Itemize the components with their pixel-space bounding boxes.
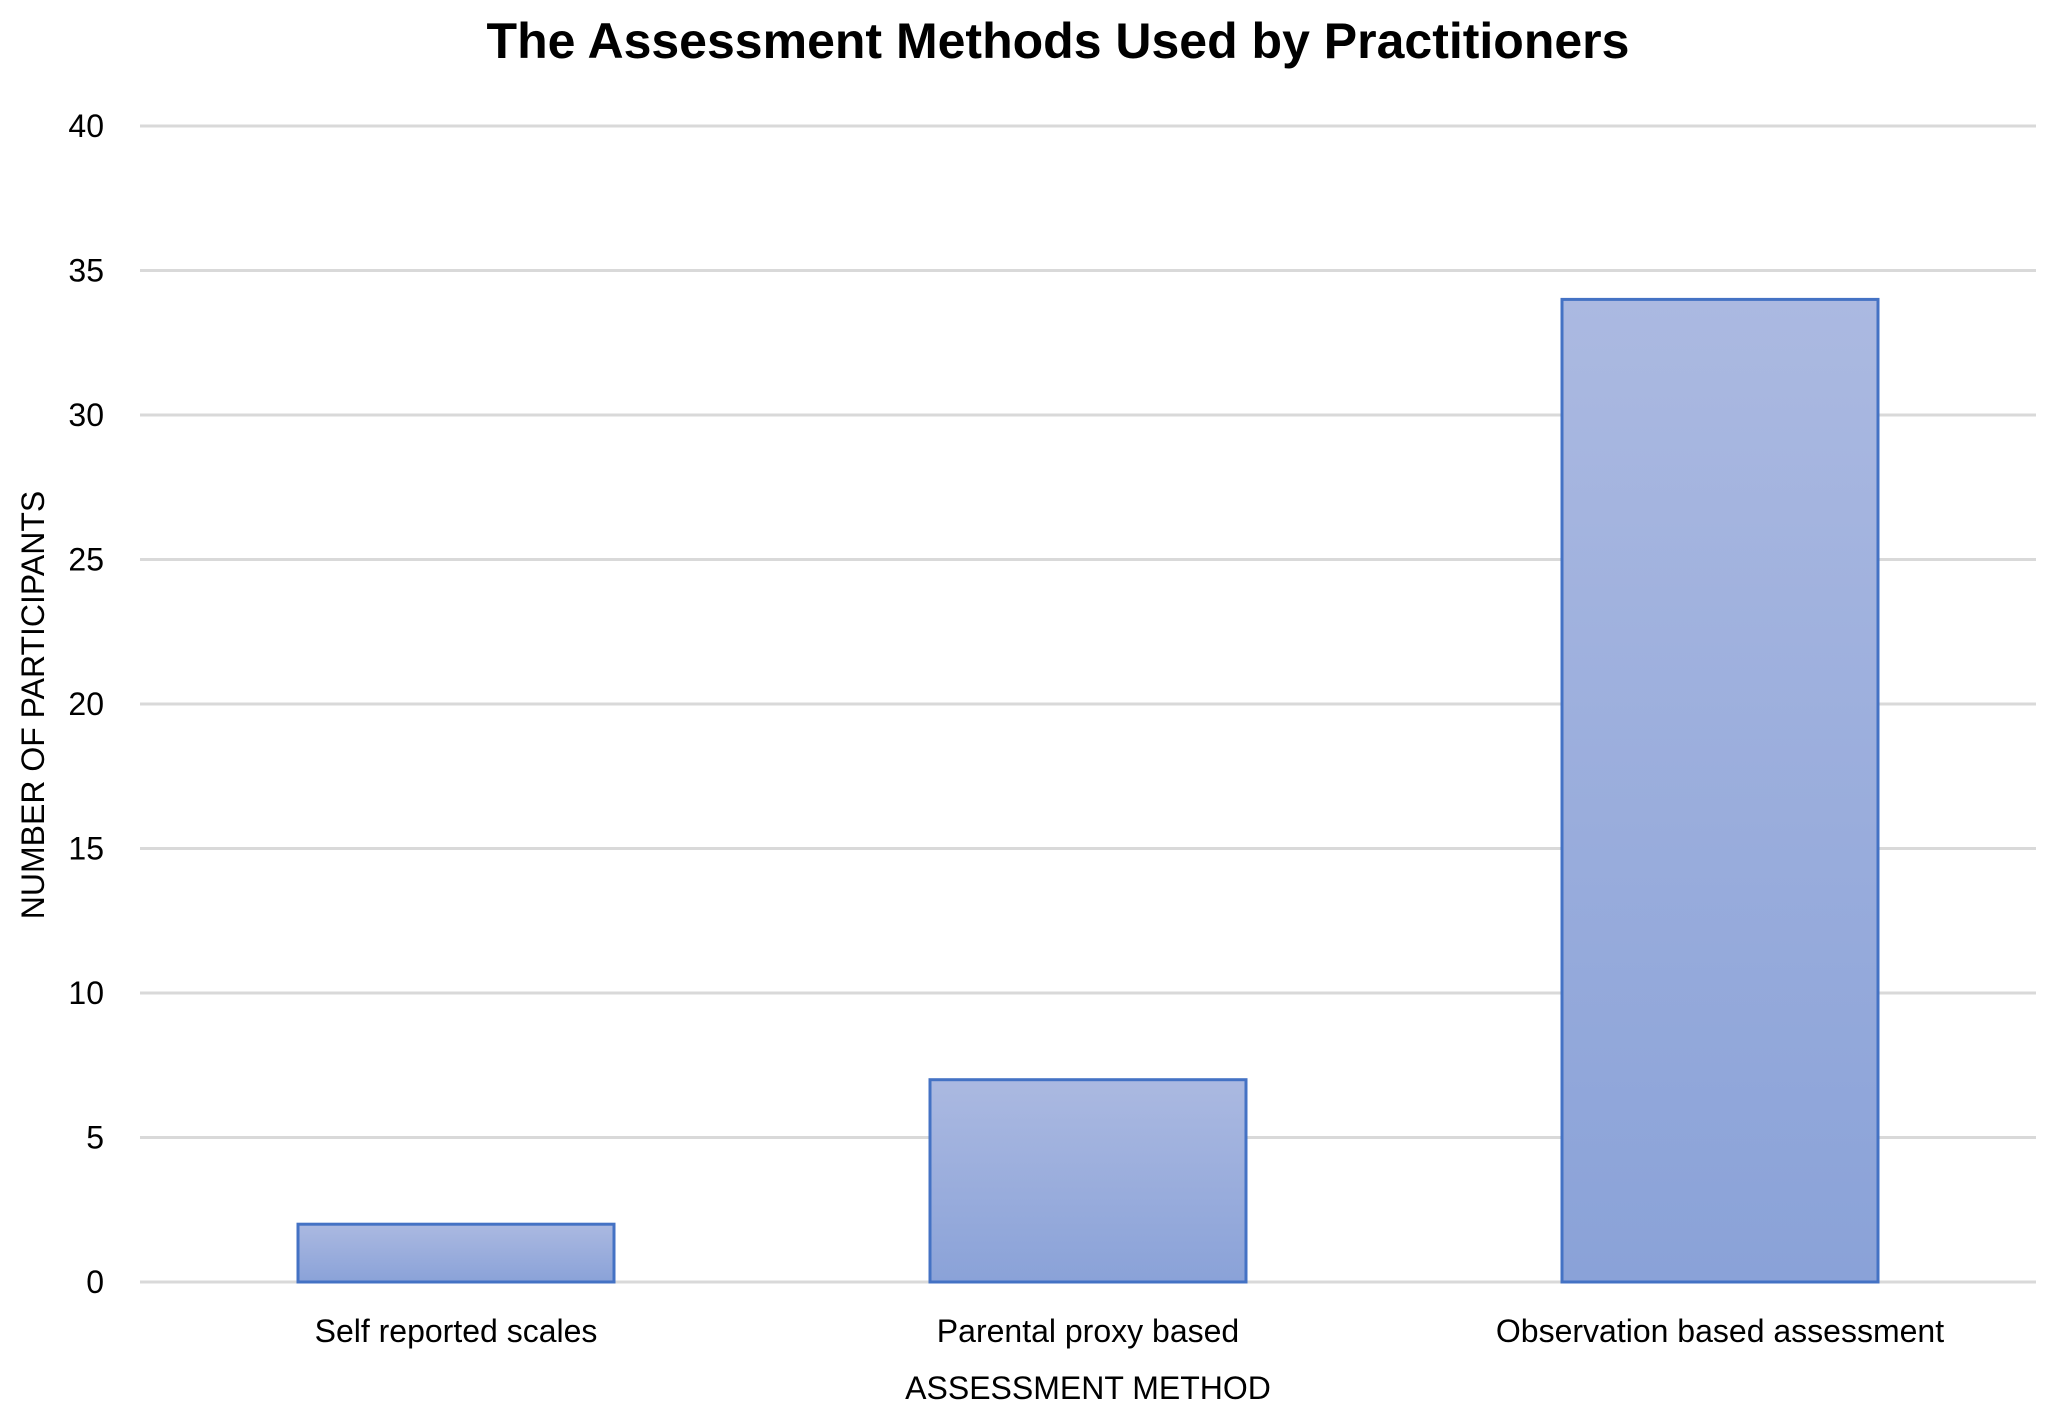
bar-1: [296, 1222, 616, 1284]
chart-title: The Assessment Methods Used by Practitio…: [487, 13, 1630, 69]
y-tick-label: 15: [68, 831, 104, 867]
x-tick-label: Observation based assessment: [1496, 1313, 1944, 1349]
gridlines: [140, 124, 2036, 1284]
y-tick-label: 5: [86, 1120, 104, 1156]
bar-2: [928, 1078, 1248, 1284]
x-tick-label: Self reported scales: [315, 1313, 598, 1349]
x-axis-ticks: Self reported scales Parental proxy based…: [315, 1313, 1945, 1349]
x-tick-label: Parental proxy based: [937, 1313, 1239, 1349]
y-tick-label: 35: [68, 253, 104, 289]
y-tick-label: 30: [68, 397, 104, 433]
y-axis-ticks: 0 5 10 15 20 25 30 35 40: [68, 108, 104, 1300]
y-tick-label: 10: [68, 975, 104, 1011]
bars: [296, 297, 1880, 1284]
y-tick-label: 25: [68, 542, 104, 578]
y-tick-label: 40: [68, 108, 104, 144]
y-tick-label: 0: [86, 1264, 104, 1300]
y-axis-title: NUMBER OF PARTICIPANTS: [15, 491, 51, 919]
x-axis-title: ASSESSMENT METHOD: [905, 1370, 1271, 1406]
bar-3: [1560, 297, 1880, 1284]
y-tick-label: 20: [68, 686, 104, 722]
